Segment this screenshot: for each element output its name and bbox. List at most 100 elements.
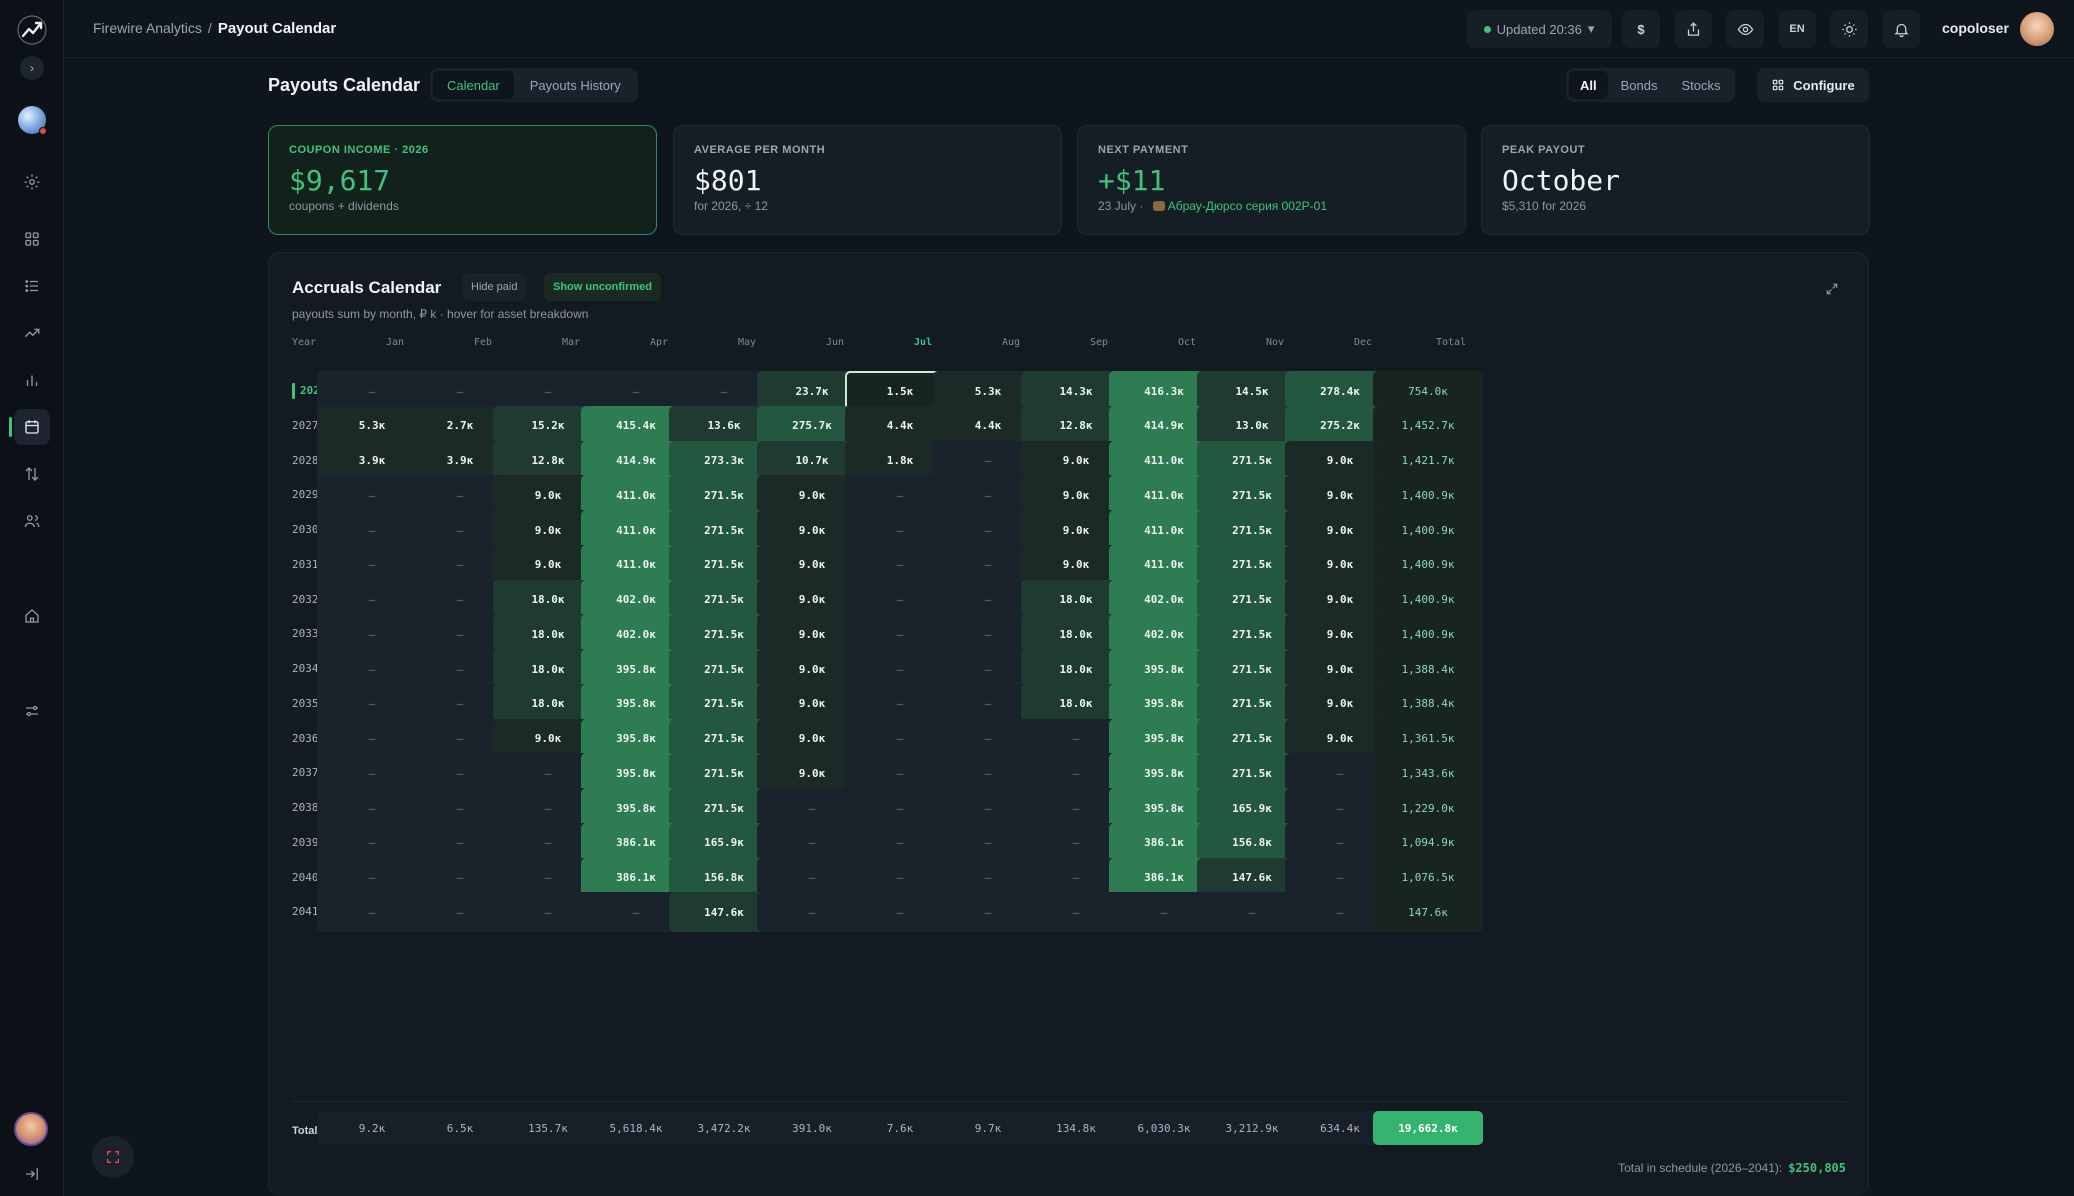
settings-icon[interactable] <box>14 164 50 200</box>
transfer-icon[interactable] <box>14 456 50 492</box>
sidebar-expand-button[interactable]: › <box>20 56 44 80</box>
separator-dot: · <box>1139 199 1144 213</box>
month-column-header: Mar <box>561 337 581 348</box>
username[interactable]: copoloser <box>1942 20 2009 36</box>
year-total-cell: 1,229.0к <box>1373 788 1483 828</box>
bell-icon[interactable] <box>1882 10 1920 48</box>
year-total-cell: 1,343.6к <box>1373 753 1483 794</box>
dashboard-icon[interactable] <box>14 221 50 257</box>
month-column-header: Dec <box>1353 337 1373 348</box>
theme-sun-icon[interactable] <box>1830 10 1868 48</box>
card-label: NEXT PAYMENT <box>1098 144 1189 156</box>
currency-button[interactable]: $ <box>1622 10 1660 48</box>
month-column-header: Aug <box>1001 337 1021 348</box>
trend-icon[interactable] <box>14 315 50 351</box>
tab-payouts-history[interactable]: Payouts History <box>529 77 621 93</box>
month-column-header: Apr <box>649 337 669 348</box>
view-tabs: Calendar Payouts History <box>430 68 638 102</box>
year-total-cell: 1,421.7к <box>1373 440 1483 481</box>
breadcrumb-separator: / <box>207 20 212 36</box>
logout-icon[interactable] <box>14 1156 50 1192</box>
year-label: 2029 <box>292 488 319 502</box>
card-label: PEAK PAYOUT <box>1502 144 1586 156</box>
year-total-cell: 1,400.9к <box>1373 475 1483 516</box>
tab-calendar[interactable]: Calendar <box>433 71 514 99</box>
total-row-label: Total <box>292 1125 318 1137</box>
breadcrumb-current: Payout Calendar <box>217 20 337 37</box>
schedule-total: Total in schedule (2026–2041): $250,805 <box>1618 1161 1846 1175</box>
top-bar: Firewire Analytics / Payout Calendar Updat… <box>64 0 2074 58</box>
language-button[interactable]: EN <box>1778 10 1816 48</box>
year-label: 2033 <box>292 627 319 641</box>
year-total-cell: 1,094.9к <box>1373 822 1483 863</box>
breadcrumb: Firewire Analytics / Payout Calendar <box>93 20 336 37</box>
year-label: 2041 <box>292 905 319 919</box>
year-label: 2032 <box>292 592 319 606</box>
sliders-icon[interactable] <box>14 693 50 729</box>
home-icon[interactable] <box>14 598 50 634</box>
configure-button[interactable]: Configure <box>1757 68 1869 102</box>
card-sub: $5,310 for 2026 <box>1502 199 1587 213</box>
users-icon[interactable] <box>14 503 50 539</box>
year-total-cell: 147.6к <box>1373 892 1483 933</box>
eye-icon[interactable] <box>1726 10 1764 48</box>
grid-icon <box>1773 79 1784 91</box>
year-label: 2037 <box>292 766 319 780</box>
card-value: $9,617 <box>289 164 391 197</box>
filter-stocks[interactable]: Stocks <box>1681 77 1721 93</box>
asset-logo-icon <box>1152 201 1165 211</box>
updated-dropdown[interactable]: Updated 20:36 ▾ <box>1466 10 1612 48</box>
updated-label: Updated 20:36 <box>1496 21 1582 37</box>
status-dot <box>1483 25 1491 33</box>
configure-label: Configure <box>1793 77 1855 93</box>
list-icon[interactable] <box>14 268 50 304</box>
bar-chart-icon[interactable] <box>14 362 50 398</box>
year-total-cell: 1,388.4к <box>1373 649 1483 689</box>
year-total-cell: 1,400.9к <box>1373 614 1483 655</box>
card-sub: 23 July · Абрау-Дюрсо серия 002Р-01 <box>1098 199 1445 213</box>
month-column-header: Jun <box>825 337 845 348</box>
filter-all[interactable]: All <box>1569 71 1608 99</box>
year-total-cell: 1,400.9к <box>1373 579 1483 620</box>
month-column-header: May <box>737 337 757 348</box>
card-value: $801 <box>694 164 762 197</box>
month-column-header: Jan <box>385 337 405 348</box>
year-column-header: Year <box>292 337 317 348</box>
app-logo[interactable] <box>16 14 48 46</box>
next-payment-card: NEXT PAYMENT +$11 23 July · Абрау-Дюрсо … <box>1077 125 1466 235</box>
expand-icon[interactable] <box>1818 275 1846 303</box>
year-label: 2035 <box>292 696 319 710</box>
workspace-avatar[interactable] <box>18 106 47 135</box>
month-column-header: Oct <box>1177 337 1197 348</box>
next-payment-asset[interactable]: Абрау-Дюрсо серия 002Р-01 <box>1167 199 1327 213</box>
breadcrumb-root[interactable]: Firewire Analytics <box>93 20 202 36</box>
year-total-cell: 1,388.4к <box>1373 683 1483 724</box>
sidebar: › <box>0 0 64 1196</box>
month-column-header: Sep <box>1089 337 1109 348</box>
month-column-header: Jul <box>913 337 933 348</box>
show-unconfirmed-toggle[interactable]: Show unconfirmed <box>544 273 661 301</box>
year-label: 2030 <box>292 523 319 536</box>
profile-avatar[interactable] <box>2020 12 2054 46</box>
year-label: 2038 <box>292 801 319 814</box>
chevron-down-icon: ▾ <box>1587 21 1595 36</box>
year-total-cell: 754.0к <box>1373 371 1483 411</box>
year-label: 2034 <box>292 662 319 675</box>
share-icon[interactable] <box>1674 10 1712 48</box>
filter-bonds[interactable]: Bonds <box>1620 77 1658 93</box>
notification-dot <box>39 127 47 135</box>
schedule-total-label: Total in schedule (2026–2041): <box>1618 1161 1783 1175</box>
fullscreen-button[interactable] <box>92 1136 134 1178</box>
user-avatar[interactable] <box>14 1112 48 1146</box>
grand-total-cell: 19,662.8к <box>1373 1111 1483 1145</box>
year-total-cell: 1,400.9к <box>1373 544 1483 585</box>
hide-paid-toggle[interactable]: Hide paid <box>462 273 527 301</box>
next-payment-date: 23 July <box>1098 199 1137 213</box>
year-label: 2027 <box>292 418 319 432</box>
accruals-calendar-panel: Accruals Calendar Hide paid Show unconfi… <box>268 252 1869 1196</box>
year-total-cell: 1,452.7к <box>1373 405 1483 446</box>
calendar-icon[interactable] <box>9 409 50 445</box>
schedule-total-value: $250,805 <box>1788 1161 1846 1175</box>
page-title: Payouts Calendar <box>268 75 421 95</box>
year-label: 2031 <box>292 557 319 571</box>
